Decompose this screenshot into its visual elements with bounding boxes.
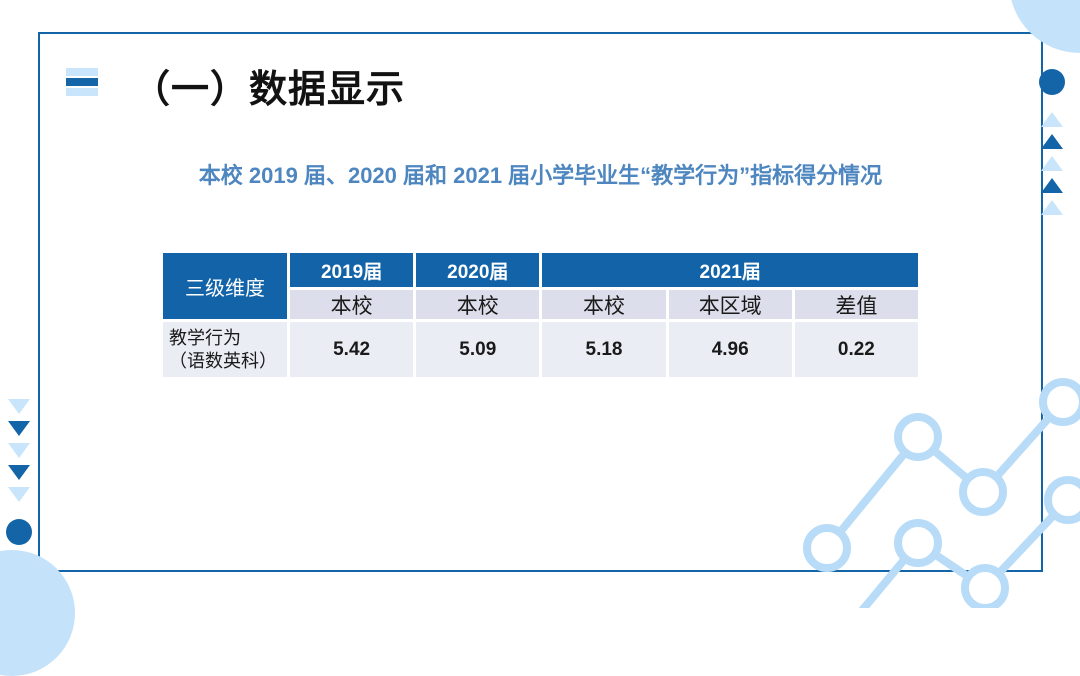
circle-icon (6, 519, 32, 545)
network-graph-icon (803, 378, 1080, 608)
list-bars-icon (66, 68, 98, 98)
table-value-cell: 4.96 (668, 322, 792, 377)
dimension-note: （语数英科） (169, 350, 277, 371)
triangle-down-icon (8, 465, 30, 480)
triangle-up-icon (1041, 134, 1063, 149)
table-value-cell: 5.42 (290, 322, 414, 377)
dimension-label: 教学行为 (169, 328, 241, 348)
triangle-up-icon (1041, 178, 1063, 193)
table-header-year-2019: 2019届 (290, 253, 414, 287)
slide-title: （一）数据显示 (132, 69, 406, 111)
table-caption: 本校 2019 届、2020 届和 2021 届小学毕业生“教学行为”指标得分情… (198, 163, 883, 188)
table-row-dimension: 教学行为 （语数英科） (163, 322, 287, 377)
bar-icon (66, 68, 98, 76)
bar-icon (66, 78, 98, 86)
table-header-year-2021: 2021届 (542, 253, 918, 287)
right-triangle-decoration (1039, 69, 1065, 215)
triangle-up-icon (1041, 112, 1063, 127)
table-subheader-cell: 本校 (290, 290, 414, 319)
circle-icon (1039, 69, 1065, 95)
table-subheader-cell: 本校 (542, 290, 666, 319)
triangle-down-icon (8, 487, 30, 502)
table-subheader-cell: 本校 (416, 290, 540, 319)
table-value-cell: 0.22 (794, 322, 918, 377)
table-value-cell: 5.09 (416, 322, 540, 377)
triangle-down-icon (8, 443, 30, 458)
table-subheader-cell: 差值 (794, 290, 918, 319)
left-triangle-decoration (6, 399, 32, 545)
table-value-cell: 5.18 (542, 322, 666, 377)
triangle-up-icon (1041, 156, 1063, 171)
bar-icon (66, 88, 98, 96)
table-header-year-2020: 2020届 (416, 253, 540, 287)
score-table: 三级维度 2019届 2020届 2021届 本校 本校 本校 本区域 差值 教… (163, 253, 918, 377)
triangle-up-icon (1041, 200, 1063, 215)
triangle-down-icon (8, 421, 30, 436)
triangle-down-icon (8, 399, 30, 414)
table-subheader-cell: 本区域 (668, 290, 792, 319)
table-header-dimension: 三级维度 (163, 253, 287, 319)
